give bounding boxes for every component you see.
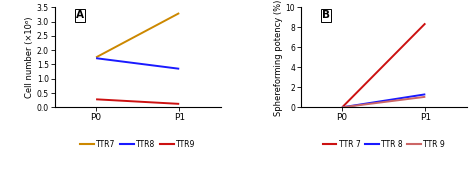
Text: A: A [76, 10, 84, 20]
Legend: TTR7, TTR8, TTR9: TTR7, TTR8, TTR9 [77, 137, 198, 152]
Y-axis label: Sphereforming potency (%): Sphereforming potency (%) [273, 0, 283, 116]
Legend: TTR 7, TTR 8, TTR 9: TTR 7, TTR 8, TTR 9 [319, 137, 448, 152]
Y-axis label: Cell number (×10⁶): Cell number (×10⁶) [25, 17, 34, 98]
Text: B: B [322, 10, 330, 20]
